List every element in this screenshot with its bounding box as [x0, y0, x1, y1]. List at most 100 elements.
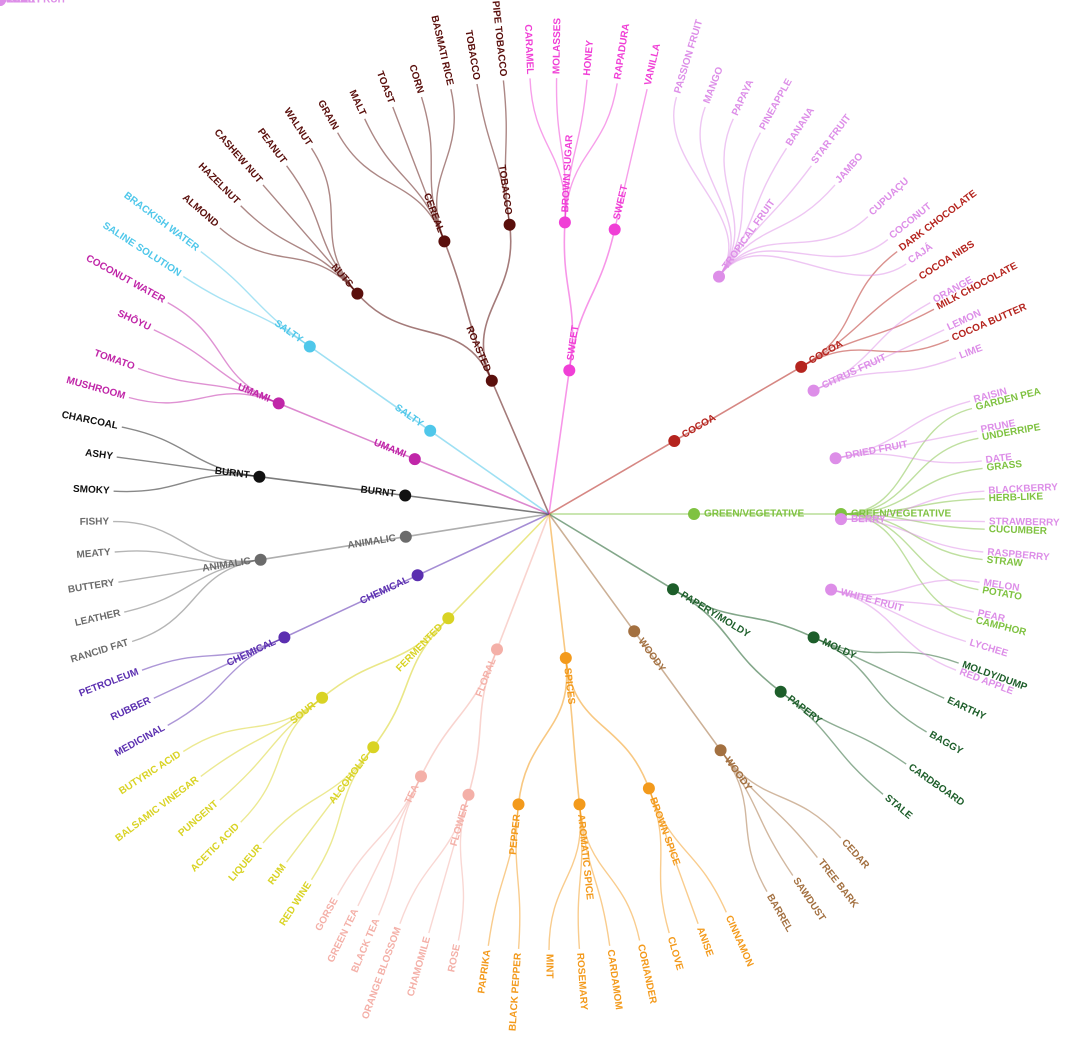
- leaf-link: [780, 691, 884, 795]
- leaf-label-cucumber: CUCUMBER: [989, 524, 1048, 537]
- leaf-link: [840, 513, 979, 591]
- leaf-link: [167, 301, 279, 405]
- leaf-link: [835, 430, 978, 459]
- leaf-label-herb-like: HERB-LIKE: [989, 491, 1044, 504]
- leaf-label-baggy: BAGGY: [927, 729, 965, 757]
- leaf-label-papaya: PAPAYA: [730, 78, 756, 117]
- category-label-burnt: BURNT: [360, 484, 396, 499]
- leaf-link: [428, 794, 470, 934]
- leaf-link: [813, 636, 945, 699]
- category-node-green-vegetative: [688, 508, 700, 520]
- category-node-spices: [559, 652, 572, 664]
- leaf-link: [310, 147, 358, 295]
- leaf-link: [113, 520, 261, 562]
- leaf-label-jambo: JAMBO: [834, 151, 866, 186]
- leaf-label-cardamom: CARDAMOM: [605, 949, 624, 1010]
- subcategory-link-alcoholic: [372, 617, 449, 748]
- leaf-label-banana: BANANA: [784, 106, 817, 148]
- leaf-link: [835, 453, 982, 464]
- leaf-label-grass: GRASS: [986, 459, 1023, 474]
- subcategory-node-white-fruit: [825, 583, 838, 596]
- leaf-link: [800, 339, 950, 368]
- leaf-link: [718, 132, 762, 278]
- category-label-salty: SALTY: [393, 402, 426, 430]
- subcategory-node-berry: [835, 513, 847, 526]
- leaf-link: [457, 794, 470, 941]
- subcategory-label-stone-fruit: STONE FRUIT: [0, 0, 66, 6]
- category-label-fermented: FERMENTED: [394, 622, 445, 674]
- subcategory-link-salty: [309, 345, 431, 432]
- leaf-label-sh-yu: SHŌYU: [116, 307, 153, 333]
- leaf-label-meaty: MEATY: [76, 547, 111, 561]
- category-node-floral: [491, 643, 503, 656]
- leaf-link: [840, 513, 973, 621]
- leaf-link: [830, 588, 974, 613]
- leaf-label-clove: CLOVE: [665, 936, 685, 972]
- branch-nodes: [0, 0, 847, 811]
- leaf-link: [800, 251, 898, 368]
- subcategory-link-tobacco: [482, 224, 512, 382]
- category-node-cocoa: [668, 435, 681, 447]
- leaf-link: [720, 749, 768, 892]
- category-label-animalic: ANIMALIC: [347, 533, 397, 552]
- subcategory-link-brown-spice: [565, 657, 650, 789]
- subcategory-link-sour: [321, 617, 449, 699]
- category-link-salty: [429, 430, 550, 515]
- subcategory-link-aromatic-spice: [565, 657, 581, 805]
- leaf-link: [830, 579, 980, 596]
- subcategory-label-tobacco: TOBACCO: [496, 164, 514, 216]
- leaf-link: [286, 165, 358, 295]
- leaf-label-date: DATE: [985, 452, 1013, 466]
- leaf-link: [699, 106, 732, 278]
- leaf-label-mushroom: MUSHROOM: [65, 375, 126, 402]
- leaf-link: [840, 518, 984, 553]
- subcategory-link-chemical: [284, 574, 418, 639]
- category-link-spices: [548, 513, 567, 659]
- subcategory-label-brown-sugar: BROWN SUGAR: [560, 134, 575, 213]
- subcategory-node-umami: [272, 397, 285, 410]
- leaf-link: [240, 205, 358, 295]
- leaf-link: [219, 227, 358, 295]
- subcategory-label-nuts: NUTS: [329, 262, 355, 290]
- subcategory-link-sweet: [568, 229, 616, 371]
- leaf-link: [262, 746, 374, 844]
- leaf-label-molasses: MOLASSES: [551, 18, 563, 75]
- leaf-link: [153, 329, 279, 405]
- leaf-link: [116, 456, 260, 478]
- subcategory-node-tropical-fruit: [713, 270, 725, 283]
- leaf-link: [555, 78, 567, 223]
- subcategory-node-tobacco: [503, 218, 516, 231]
- leaf-label-peach: PEACH: [0, 0, 35, 6]
- subcategory-node-animalic: [254, 553, 267, 566]
- category-label-umami: UMAMI: [372, 438, 408, 461]
- subcategory-node-dried-fruit: [829, 452, 842, 465]
- category-link-fermented: [447, 513, 550, 619]
- leaf-link: [840, 437, 979, 515]
- leaf-label-acetic-acid: ACETIC ACID: [189, 821, 242, 874]
- leaf-link: [720, 749, 794, 876]
- leaf-link: [648, 788, 727, 913]
- subcategory-node-alcoholic: [367, 741, 380, 754]
- leaf-link: [577, 804, 583, 949]
- subcategory-label-alcoholic: ALCOHOLIC: [327, 752, 372, 806]
- category-label-spices: SPICES: [561, 667, 576, 705]
- subcategory-label-aromatic-spice: AROMATIC SPICE: [575, 814, 595, 901]
- category-label-cocoa: COCOA: [680, 413, 718, 441]
- leaf-link: [240, 697, 323, 823]
- leaf-link: [840, 490, 985, 520]
- category-label-woody: WOODY: [636, 636, 668, 674]
- subcategory-label-green-vegetative: GREEN/VEGETATIVE: [851, 509, 952, 520]
- leaf-label-rancid-fat: RANCID FAT: [69, 637, 129, 665]
- leaf-link: [515, 804, 521, 949]
- subcategory-link-pepper: [517, 657, 568, 805]
- category-link-papery-moldy: [548, 513, 674, 590]
- leaf-label-grain: GRAIN: [315, 98, 340, 132]
- subcategory-link-brown-sugar: [563, 222, 574, 371]
- leaf-link: [476, 83, 511, 225]
- subcategory-node-brown-sugar: [558, 216, 571, 229]
- leaf-link: [141, 636, 285, 671]
- leaf-link: [262, 184, 358, 295]
- subcategory-label-cereal: CEREAL: [421, 192, 446, 234]
- leaf-label-chamomile: CHAMOMILE: [406, 935, 434, 998]
